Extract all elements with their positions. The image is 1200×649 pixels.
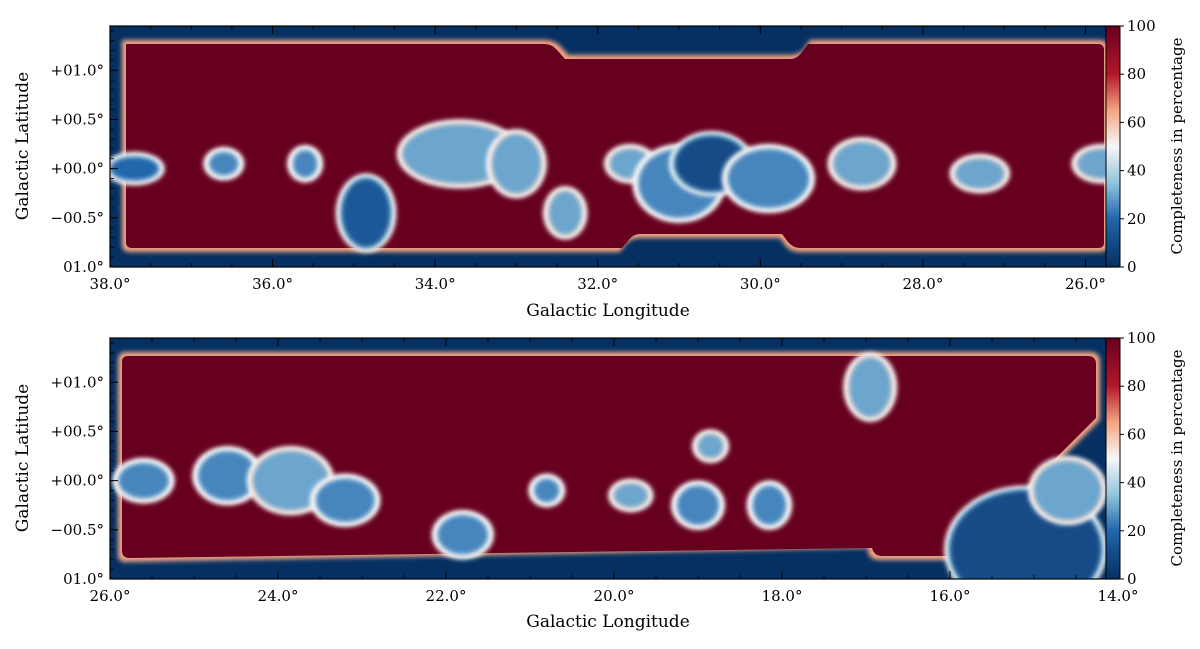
bot-cbar-tick-label-3: 60 [1127, 425, 1146, 443]
bottom-colorbar-label: Completeness in percentage [1168, 349, 1186, 566]
bot-region-4 [437, 515, 488, 555]
bot-region-8 [698, 434, 724, 459]
bot-region-7 [677, 485, 719, 525]
top-region-12 [955, 158, 1005, 189]
top-ylabel: Galactic Latitude [13, 72, 33, 220]
top-ytick-label-1: +00.5° [51, 110, 104, 128]
bot-cbar-tick-label-5: 100 [1127, 329, 1156, 347]
bottom-low-completeness-regions [112, 352, 1108, 579]
top-cbar-tick-label-3: 60 [1127, 113, 1146, 131]
bottom-panel: 26.0° 24.0° 22.0° 20.0° 18.0° 16.0° 14.0° +01.… [13, 329, 1186, 632]
top-region-11 [833, 142, 891, 186]
bot-cbar-tick-label-4: 80 [1127, 377, 1146, 395]
top-ytick-label-3: −00.5° [51, 209, 104, 227]
top-xtick-label-1: 36.0° [252, 275, 293, 293]
top-colorbar-label: Completeness in percentage [1168, 37, 1186, 254]
bottom-colorbar [1105, 337, 1121, 580]
top-xtick-label-5: 28.0° [902, 275, 943, 293]
bot-xtick-label-4: 18.0° [762, 587, 803, 605]
top-cbar-tick-label-0: 0 [1127, 258, 1137, 276]
top-region-1 [209, 151, 239, 176]
top-cbar-tick-label-4: 80 [1127, 65, 1146, 83]
bot-xtick-label-1: 24.0° [258, 587, 299, 605]
top-xtick-label-3: 32.0° [577, 275, 618, 293]
top-xtick-label-4: 30.0° [740, 275, 781, 293]
top-xtick-label-2: 34.0° [415, 275, 456, 293]
bot-ytick-label-1: +00.5° [51, 422, 104, 440]
bot-xtick-label-0: 26.0° [90, 587, 131, 605]
bot-cbar-tick-label-1: 20 [1127, 522, 1146, 540]
top-cbar-tick-label-1: 20 [1127, 210, 1146, 228]
bot-region-12 [1034, 460, 1102, 520]
bot-region-3 [315, 478, 375, 522]
bot-xtick-label-6: 14.0° [1098, 587, 1139, 605]
top-region-10 [727, 148, 810, 208]
top-ytick-label-0: +01.0° [51, 61, 104, 79]
bot-region-10 [849, 357, 892, 417]
top-region-3 [341, 178, 391, 248]
top-xtick-label-0: 38.0° [90, 275, 131, 293]
top-xlabel: Galactic Longitude [526, 301, 690, 321]
bot-region-5 [534, 478, 560, 503]
top-xtick-label-6: 26.0° [1065, 275, 1106, 293]
top-colorbar [1105, 25, 1121, 268]
top-ytick-label-4: 01.0° [63, 258, 104, 276]
bottom-ylabel: Galactic Latitude [13, 384, 33, 532]
bot-ytick-label-0: +01.0° [51, 373, 104, 391]
bot-ytick-label-2: +00.0° [51, 472, 104, 490]
bot-region-9 [752, 485, 787, 525]
bot-xtick-label-2: 22.0° [426, 587, 467, 605]
top-cbar-tick-label-2: 40 [1127, 162, 1146, 180]
top-region-6 [548, 191, 582, 235]
bot-region-6 [614, 483, 648, 508]
top-region-2 [292, 149, 318, 178]
top-region-5 [492, 134, 541, 194]
bot-cbar-tick-label-2: 40 [1127, 474, 1146, 492]
top-coverage-core [126, 44, 1104, 248]
bot-ytick-label-4: 01.0° [63, 570, 104, 588]
top-region-0 [110, 156, 159, 181]
bot-ytick-label-3: −00.5° [51, 521, 104, 539]
top-panel: 38.0° 36.0° 34.0° 32.0° 30.0° 28.0° 26.0° +01.… [13, 17, 1186, 321]
bot-region-2 [252, 451, 329, 511]
bot-region-1 [198, 451, 257, 501]
bot-xtick-label-5: 16.0° [930, 587, 971, 605]
bot-xtick-label-3: 20.0° [594, 587, 635, 605]
bottom-xlabel: Galactic Longitude [526, 612, 690, 632]
bot-region-0 [118, 462, 169, 499]
top-cbar-tick-label-5: 100 [1127, 17, 1156, 35]
top-ytick-label-2: +00.0° [51, 160, 104, 178]
bot-cbar-tick-label-0: 0 [1127, 570, 1137, 588]
